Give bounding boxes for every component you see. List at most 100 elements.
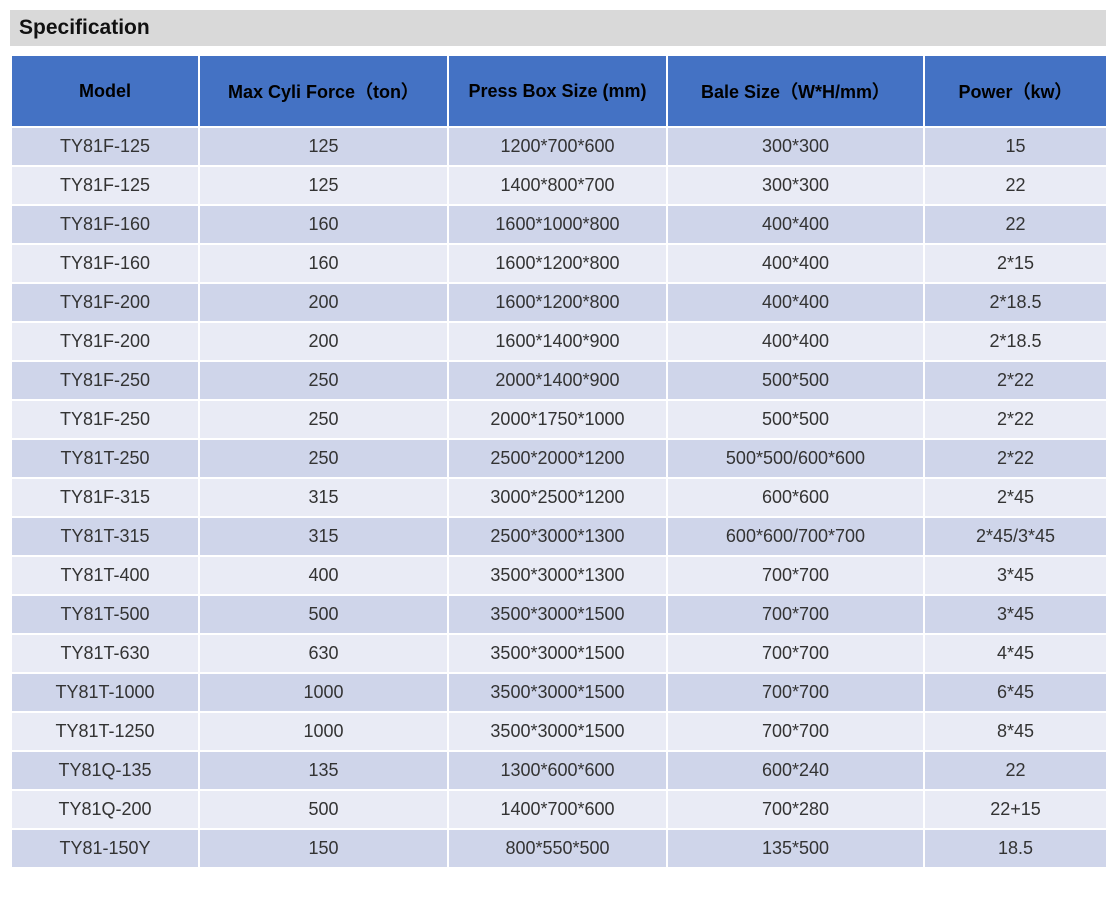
cell-power: 15 — [923, 126, 1108, 167]
cell-model: TY81-150Y — [10, 828, 200, 869]
cell-bale-size: 400*400 — [666, 204, 925, 245]
table-row: TY81T-1000 1000 3500*3000*1500 700*700 6*45 — [10, 672, 1108, 713]
cell-power: 2*18.5 — [923, 321, 1108, 362]
cell-power: 3*45 — [923, 594, 1108, 635]
cell-model: TY81F-160 — [10, 243, 200, 284]
cell-press-box-size: 2000*1400*900 — [447, 360, 668, 401]
cell-bale-size: 500*500/600*600 — [666, 438, 925, 479]
table-row: TY81-150Y 150 800*550*500 135*500 18.5 — [10, 828, 1108, 869]
cell-model: TY81F-200 — [10, 282, 200, 323]
cell-model: TY81T-400 — [10, 555, 200, 596]
cell-press-box-size: 3500*3000*1500 — [447, 711, 668, 752]
table-row: TY81T-500 500 3500*3000*1500 700*700 3*45 — [10, 594, 1108, 635]
cell-model: TY81Q-200 — [10, 789, 200, 830]
cell-power: 2*22 — [923, 438, 1108, 479]
cell-press-box-size: 1200*700*600 — [447, 126, 668, 167]
table-row: TY81Q-200 500 1400*700*600 700*280 22+15 — [10, 789, 1108, 830]
cell-model: TY81T-315 — [10, 516, 200, 557]
cell-max-cyli-force: 500 — [198, 594, 449, 635]
cell-max-cyli-force: 315 — [198, 477, 449, 518]
cell-bale-size: 135*500 — [666, 828, 925, 869]
cell-max-cyli-force: 315 — [198, 516, 449, 557]
column-header-power: Power（kw） — [923, 54, 1108, 128]
cell-model: TY81T-1250 — [10, 711, 200, 752]
cell-model: TY81F-160 — [10, 204, 200, 245]
cell-max-cyli-force: 200 — [198, 282, 449, 323]
table-body: TY81F-125 125 1200*700*600 300*300 15 TY81F-1… — [10, 126, 1108, 869]
table-row: TY81T-400 400 3500*3000*1300 700*700 3*45 — [10, 555, 1108, 596]
cell-power: 2*22 — [923, 360, 1108, 401]
cell-press-box-size: 3000*2500*1200 — [447, 477, 668, 518]
cell-power: 2*18.5 — [923, 282, 1108, 323]
cell-press-box-size: 3500*3000*1300 — [447, 555, 668, 596]
cell-max-cyli-force: 250 — [198, 438, 449, 479]
cell-bale-size: 700*280 — [666, 789, 925, 830]
cell-press-box-size: 2500*3000*1300 — [447, 516, 668, 557]
cell-bale-size: 300*300 — [666, 165, 925, 206]
table-row: TY81T-250 250 2500*2000*1200 500*500/600*60… — [10, 438, 1108, 479]
cell-press-box-size: 1300*600*600 — [447, 750, 668, 791]
cell-model: TY81F-200 — [10, 321, 200, 362]
cell-bale-size: 400*400 — [666, 282, 925, 323]
cell-power: 2*45/3*45 — [923, 516, 1108, 557]
cell-press-box-size: 2500*2000*1200 — [447, 438, 668, 479]
cell-max-cyli-force: 250 — [198, 360, 449, 401]
column-header-press-box-size: Press Box Size (mm) — [447, 54, 668, 128]
cell-bale-size: 700*700 — [666, 711, 925, 752]
cell-bale-size: 500*500 — [666, 360, 925, 401]
cell-bale-size: 500*500 — [666, 399, 925, 440]
cell-max-cyli-force: 400 — [198, 555, 449, 596]
cell-power: 2*22 — [923, 399, 1108, 440]
table-row: TY81F-160 160 1600*1200*800 400*400 2*15 — [10, 243, 1108, 284]
table-row: TY81T-630 630 3500*3000*1500 700*700 4*45 — [10, 633, 1108, 674]
table-header-row: Model Max Cyli Force（ton） Press Box Size… — [10, 54, 1108, 128]
cell-power: 6*45 — [923, 672, 1108, 713]
cell-max-cyli-force: 160 — [198, 204, 449, 245]
page-title: Specification — [10, 10, 1106, 46]
table-row: TY81F-200 200 1600*1400*900 400*400 2*18.5 — [10, 321, 1108, 362]
table-row: TY81T-315 315 2500*3000*1300 600*600/700*70… — [10, 516, 1108, 557]
cell-max-cyli-force: 250 — [198, 399, 449, 440]
cell-model: TY81F-125 — [10, 165, 200, 206]
column-header-model: Model — [10, 54, 200, 128]
table-row: TY81T-1250 1000 3500*3000*1500 700*700 8*45 — [10, 711, 1108, 752]
cell-bale-size: 700*700 — [666, 594, 925, 635]
cell-max-cyli-force: 1000 — [198, 711, 449, 752]
column-header-bale-size: Bale Size（W*H/mm） — [666, 54, 925, 128]
cell-press-box-size: 1600*1200*800 — [447, 243, 668, 284]
cell-press-box-size: 800*550*500 — [447, 828, 668, 869]
cell-max-cyli-force: 125 — [198, 126, 449, 167]
table-row: TY81F-200 200 1600*1200*800 400*400 2*18.5 — [10, 282, 1108, 323]
cell-power: 3*45 — [923, 555, 1108, 596]
cell-power: 22 — [923, 165, 1108, 206]
cell-press-box-size: 1600*1400*900 — [447, 321, 668, 362]
cell-bale-size: 600*600/700*700 — [666, 516, 925, 557]
cell-model: TY81F-125 — [10, 126, 200, 167]
cell-power: 2*45 — [923, 477, 1108, 518]
cell-power: 22 — [923, 204, 1108, 245]
cell-model: TY81T-630 — [10, 633, 200, 674]
cell-power: 18.5 — [923, 828, 1108, 869]
cell-bale-size: 700*700 — [666, 555, 925, 596]
table-row: TY81F-160 160 1600*1000*800 400*400 22 — [10, 204, 1108, 245]
cell-bale-size: 700*700 — [666, 672, 925, 713]
cell-model: TY81T-250 — [10, 438, 200, 479]
table-row: TY81F-315 315 3000*2500*1200 600*600 2*45 — [10, 477, 1108, 518]
cell-model: TY81T-500 — [10, 594, 200, 635]
cell-max-cyli-force: 125 — [198, 165, 449, 206]
cell-max-cyli-force: 500 — [198, 789, 449, 830]
cell-power: 4*45 — [923, 633, 1108, 674]
column-header-max-cyli-force: Max Cyli Force（ton） — [198, 54, 449, 128]
cell-model: TY81F-250 — [10, 399, 200, 440]
cell-power: 8*45 — [923, 711, 1108, 752]
cell-power: 22 — [923, 750, 1108, 791]
cell-press-box-size: 3500*3000*1500 — [447, 633, 668, 674]
cell-bale-size: 700*700 — [666, 633, 925, 674]
table-row: TY81F-250 250 2000*1750*1000 500*500 2*22 — [10, 399, 1108, 440]
cell-press-box-size: 3500*3000*1500 — [447, 594, 668, 635]
cell-press-box-size: 2000*1750*1000 — [447, 399, 668, 440]
cell-max-cyli-force: 150 — [198, 828, 449, 869]
cell-press-box-size: 1400*800*700 — [447, 165, 668, 206]
cell-model: TY81Q-135 — [10, 750, 200, 791]
table-row: TY81F-250 250 2000*1400*900 500*500 2*22 — [10, 360, 1108, 401]
